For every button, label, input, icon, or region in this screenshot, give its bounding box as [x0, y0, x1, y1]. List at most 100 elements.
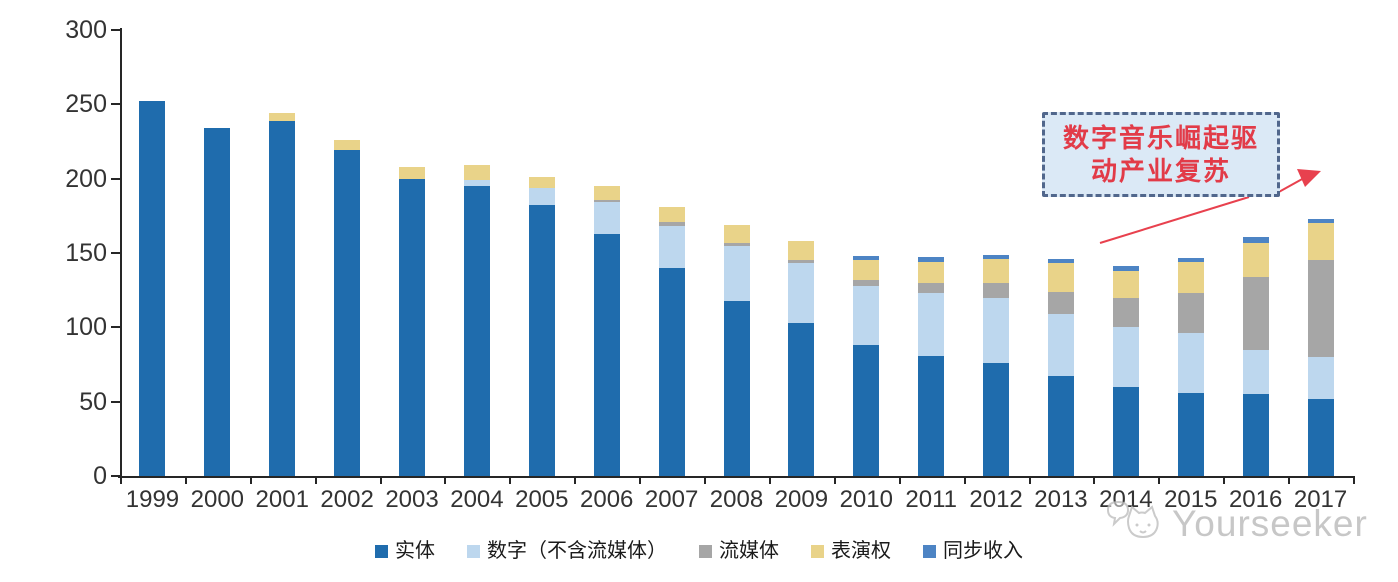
bar-segment-同步收入	[1112, 266, 1139, 271]
bar-segment-同步收入	[918, 257, 945, 262]
bar-segment-实体	[269, 120, 296, 476]
y-axis-label-300: 300	[65, 16, 107, 44]
legend-label: 实体	[395, 540, 435, 562]
bar-2000	[204, 128, 231, 476]
bar-segment-表演权	[528, 177, 555, 188]
bar-segment-实体	[334, 150, 361, 476]
bar-2017	[1307, 218, 1334, 476]
legend-item-0: 实体	[375, 540, 435, 562]
bar-segment-表演权	[1242, 242, 1269, 277]
bar-2001	[269, 113, 296, 476]
bar-segment-数字（不含流媒体）	[1112, 327, 1139, 387]
x-axis-tick	[833, 476, 836, 484]
y-axis-label-150: 150	[65, 239, 107, 267]
x-axis-tick	[1093, 476, 1096, 484]
x-axis-tick	[1288, 476, 1291, 484]
bar-segment-实体	[788, 322, 815, 476]
x-axis-label-2008: 2008	[709, 486, 764, 513]
legend-swatch-icon	[811, 544, 824, 558]
bar-1999	[139, 101, 166, 476]
bar-segment-实体	[1047, 376, 1074, 476]
x-axis-label-2013: 2013	[1034, 486, 1088, 513]
bar-segment-数字（不含流媒体）	[1047, 313, 1074, 377]
bar-segment-数字（不含流媒体）	[463, 180, 490, 187]
x-axis-label-2010: 2010	[839, 486, 893, 513]
x-axis-label-2011: 2011	[905, 486, 957, 513]
bar-segment-表演权	[658, 206, 685, 222]
legend-swatch-icon	[375, 544, 388, 558]
x-axis-label-2016: 2016	[1228, 486, 1283, 513]
y-axis-label-100: 100	[65, 313, 107, 342]
legend-swatch-icon	[699, 544, 712, 558]
x-axis-tick	[1353, 476, 1355, 484]
y-axis-tick	[111, 103, 120, 106]
bar-segment-流媒体	[1112, 297, 1139, 328]
bar-segment-实体	[1307, 398, 1334, 476]
bar-segment-同步收入	[1242, 236, 1269, 243]
bar-2008	[723, 224, 750, 476]
x-axis-label-2000: 2000	[190, 486, 245, 513]
x-axis-tick	[1223, 476, 1226, 484]
bar-segment-表演权	[1112, 270, 1139, 298]
x-axis-label-2017: 2017	[1293, 486, 1348, 513]
x-axis-tick	[120, 476, 122, 484]
x-axis-tick	[379, 476, 382, 484]
y-axis-label-0: 0	[93, 462, 107, 490]
x-axis-tick	[314, 476, 317, 484]
x-axis-tick	[249, 476, 252, 484]
y-axis-label-50: 50	[79, 387, 107, 416]
y-axis-tick	[111, 29, 120, 31]
legend-label: 数字（不含流媒体）	[487, 540, 667, 562]
bar-segment-实体	[918, 355, 945, 476]
bar-segment-表演权	[593, 186, 620, 200]
legend-swatch-icon	[923, 544, 936, 558]
bar-segment-实体	[204, 128, 231, 476]
bar-2013	[1047, 258, 1074, 476]
bar-segment-表演权	[918, 261, 945, 283]
y-axis-tick	[111, 252, 120, 254]
bar-segment-流媒体	[658, 221, 685, 227]
legend-label: 同步收入	[943, 540, 1023, 562]
bar-2010	[853, 256, 880, 476]
bar-2007	[658, 206, 685, 476]
bar-2015	[1177, 257, 1204, 476]
bar-segment-流媒体	[593, 199, 620, 203]
bar-segment-流媒体	[853, 279, 880, 286]
y-axis-tick	[111, 475, 120, 477]
legend-label: 流媒体	[719, 540, 779, 562]
bar-segment-实体	[853, 345, 880, 476]
bar-segment-数字（不含流媒体）	[528, 187, 555, 206]
x-axis-label-2006: 2006	[580, 486, 634, 513]
bar-2014	[1112, 266, 1139, 476]
legend-item-2: 流媒体	[699, 540, 779, 562]
x-axis-label-2009: 2009	[774, 486, 829, 513]
bar-segment-数字（不含流媒体）	[788, 263, 815, 323]
bar-segment-表演权	[334, 140, 361, 151]
bar-segment-同步收入	[983, 254, 1010, 259]
y-axis-tick	[111, 326, 120, 329]
bar-segment-同步收入	[1307, 218, 1334, 224]
bar-segment-数字（不含流媒体）	[983, 297, 1010, 364]
x-axis-label-2004: 2004	[450, 486, 504, 513]
x-axis-tick	[898, 476, 901, 484]
bar-segment-实体	[139, 101, 166, 476]
bar-segment-表演权	[1177, 261, 1204, 294]
bar-segment-表演权	[788, 241, 815, 261]
y-axis-label-200: 200	[65, 164, 107, 193]
bar-segment-表演权	[723, 224, 750, 243]
legend-label: 表演权	[831, 540, 891, 562]
bar-segment-同步收入	[1177, 257, 1204, 262]
legend: 实体 数字（不含流媒体） 流媒体 表演权 同步收入	[0, 540, 1398, 562]
bar-segment-流媒体	[1307, 260, 1334, 358]
x-axis-tick	[1028, 476, 1031, 484]
bar-segment-同步收入	[853, 256, 880, 261]
bar-2003	[399, 166, 426, 476]
bar-2004	[463, 165, 490, 476]
bar-segment-表演权	[1307, 223, 1334, 261]
x-axis-tick	[704, 476, 707, 484]
bar-2009	[788, 241, 815, 476]
arrowhead-icon	[1297, 169, 1321, 187]
x-axis-tick	[574, 476, 577, 484]
bar-segment-实体	[1177, 392, 1204, 476]
legend-item-3: 表演权	[811, 540, 891, 562]
